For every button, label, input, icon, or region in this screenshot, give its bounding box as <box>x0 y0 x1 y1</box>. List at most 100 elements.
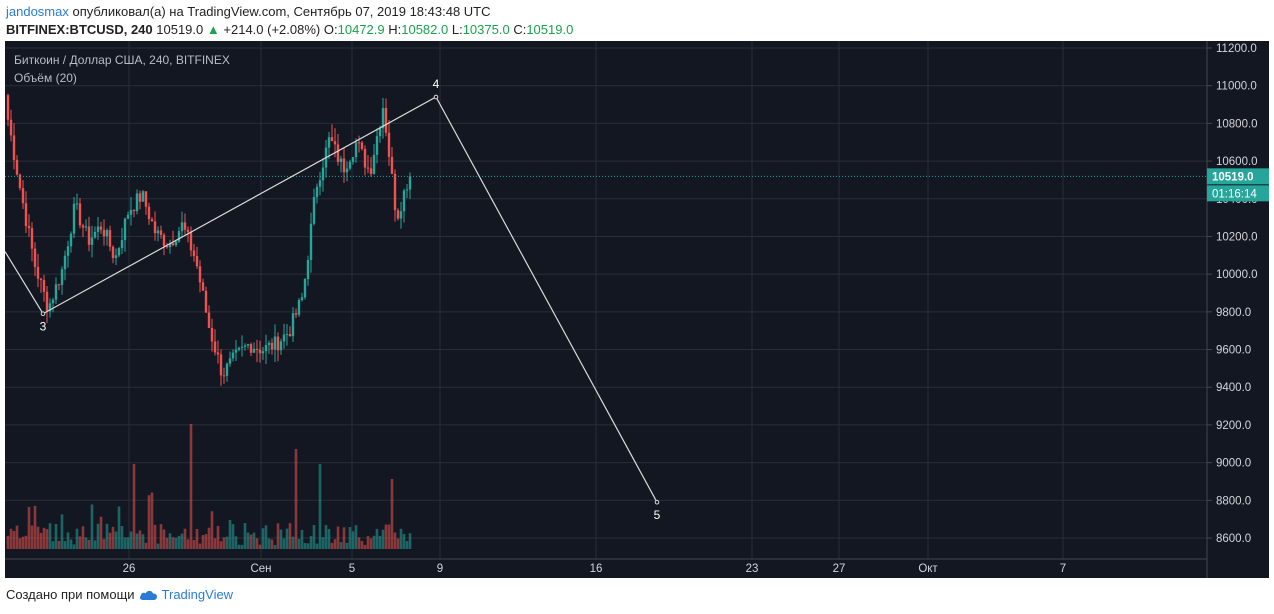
volume-bar <box>354 525 358 549</box>
volume-bar <box>222 537 226 549</box>
candle-body <box>375 136 379 155</box>
volume-bar <box>144 542 148 549</box>
candle-body <box>357 142 361 144</box>
candle-body <box>405 189 409 191</box>
volume-bar <box>72 544 76 549</box>
volume-bar <box>252 532 256 549</box>
volume-bar <box>384 524 388 549</box>
volume-bar <box>123 537 127 549</box>
volume-bar <box>309 536 313 549</box>
volume-bar <box>345 542 349 549</box>
volume-bar <box>6 535 10 549</box>
volume-bar <box>174 537 178 549</box>
wave-point[interactable] <box>40 311 46 317</box>
y-tick-label: 8800.0 <box>1216 495 1251 507</box>
x-tick-label: Сен <box>250 563 271 575</box>
close-label: C: <box>513 22 527 37</box>
candle-body <box>132 209 136 212</box>
volume-bar <box>198 543 202 549</box>
volume-bar <box>48 523 52 549</box>
candle-body <box>141 191 145 202</box>
y-tick-label: 10600.0 <box>1216 156 1258 168</box>
volume-bar <box>279 529 283 549</box>
candle-body <box>126 214 130 219</box>
elliott-wave-line[interactable] <box>5 96 658 503</box>
candle-body <box>117 248 121 256</box>
volume-bar <box>75 528 79 549</box>
volume-bar <box>285 528 289 549</box>
candle-body <box>336 144 340 162</box>
volume-bar <box>177 535 181 549</box>
candle-body <box>186 229 190 233</box>
y-tick-label: 11200.0 <box>1216 43 1257 55</box>
y-tick-label: 11000.0 <box>1216 81 1257 93</box>
wave-point[interactable] <box>433 94 439 100</box>
volume-bar <box>357 537 361 549</box>
volume-bar <box>240 544 244 549</box>
candle-body <box>171 243 175 246</box>
countdown-tag <box>1207 185 1269 202</box>
volume-bar <box>96 523 100 549</box>
volume-bar <box>339 542 343 549</box>
open-value: 10472.9 <box>337 22 385 37</box>
up-arrow-icon: ▲ <box>206 22 220 37</box>
volume-bar <box>30 525 34 549</box>
volume-bar <box>189 424 193 549</box>
change-value: +214.0 (+2.08%) <box>223 22 321 37</box>
candle-body <box>102 229 106 237</box>
candle-body <box>63 255 67 270</box>
chart-background <box>5 41 1269 578</box>
volume-bar <box>216 525 220 549</box>
candle-body <box>348 161 352 169</box>
candle-body <box>315 186 319 198</box>
high-value: 10582.0 <box>401 22 449 37</box>
current-price-label: 10519.0 <box>1212 171 1254 183</box>
volume-bar <box>186 539 190 549</box>
candle-body <box>399 211 403 219</box>
candle-body <box>240 346 244 348</box>
volume-bar <box>360 541 364 549</box>
candle-body <box>327 137 331 148</box>
candle-body <box>225 363 229 376</box>
volume-bar <box>270 539 274 549</box>
candle-body <box>54 284 58 300</box>
candle-body <box>372 154 376 174</box>
volume-bar <box>39 532 43 549</box>
volume-bar <box>201 535 205 549</box>
volume-bar <box>408 533 412 549</box>
candle-body <box>72 203 76 234</box>
candle-body <box>345 168 349 173</box>
candle-body <box>33 248 37 267</box>
candle-body <box>24 203 28 227</box>
volume-bar <box>192 540 196 549</box>
wave-label: 3 <box>40 320 47 334</box>
tradingview-logo[interactable]: TradingView <box>139 587 233 602</box>
candle-body <box>306 259 310 280</box>
candle-body <box>189 232 193 251</box>
candle-body <box>252 348 256 353</box>
candle-body <box>12 135 16 160</box>
candle-body <box>243 345 247 347</box>
price-chart[interactable]: 345 11200.011000.010800.010600.010400.01… <box>5 41 1269 578</box>
candle-body <box>129 209 133 215</box>
volume-bar <box>42 527 46 549</box>
candle-body <box>21 188 25 204</box>
created-text: Создано при помощи <box>6 587 135 602</box>
volume-legend: Объём (20) <box>14 71 77 85</box>
wave-point[interactable] <box>654 499 660 505</box>
candle-body <box>75 203 79 205</box>
volume-bar <box>93 540 97 549</box>
volume-bar <box>348 527 352 549</box>
volume-bar <box>183 528 187 549</box>
author-link[interactable]: jandosmax <box>6 4 69 19</box>
volume-bar <box>399 528 403 549</box>
candle-body <box>231 352 235 359</box>
candle-body <box>369 168 373 174</box>
wave-label: 4 <box>433 77 440 91</box>
candle-body <box>147 206 151 220</box>
candle-body <box>264 344 268 352</box>
candle-body <box>291 313 295 337</box>
volume-bar <box>69 539 73 549</box>
candle-body <box>84 226 88 228</box>
candle-body <box>174 241 178 246</box>
